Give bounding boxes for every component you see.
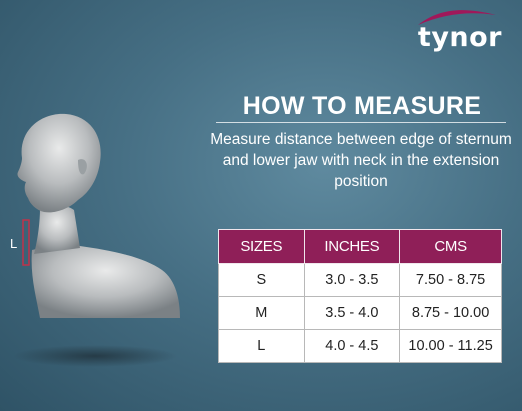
cell-inches: 3.5 - 4.0 [303,296,401,330]
measure-instructions: Measure distance between edge of sternum… [210,131,512,190]
size-chart-table: SIZES INCHES CMS S 3.0 - 3.5 7.50 - 8.75… [218,229,502,363]
cell-cms: 10.00 - 11.25 [399,329,502,363]
cell-inches: 3.0 - 3.5 [303,263,401,297]
table-row: L 4.0 - 4.5 10.00 - 11.25 [218,329,502,363]
torso-shape [31,245,181,318]
neck-measurement-figure: L [10,113,181,367]
title-divider [216,122,506,123]
header-cms: CMS [399,229,502,264]
cell-cms: 8.75 - 10.00 [399,296,502,330]
ear-shape [78,159,87,175]
measure-label: L [10,236,17,251]
cell-size: L [218,329,305,363]
cell-inches: 4.0 - 4.5 [303,329,401,363]
table-row: S 3.0 - 3.5 7.50 - 8.75 [218,263,502,297]
cell-size: S [218,263,305,297]
floor-shadow [13,345,177,367]
page-title: HOW TO MEASURE [242,92,482,120]
table-row: M 3.5 - 4.0 8.75 - 10.00 [218,296,502,330]
logo-swoosh-icon [418,10,496,25]
header-sizes: SIZES [218,229,305,264]
table-header-row: SIZES INCHES CMS [218,229,502,264]
tynor-logo: tynor [412,6,502,56]
brand-name: tynor [417,22,502,53]
cell-cms: 7.50 - 8.75 [399,263,502,297]
head-shape [17,113,101,213]
header-inches: INCHES [303,229,401,264]
neck-shape [34,205,80,254]
measure-marker [22,219,30,266]
cell-size: M [218,296,305,330]
